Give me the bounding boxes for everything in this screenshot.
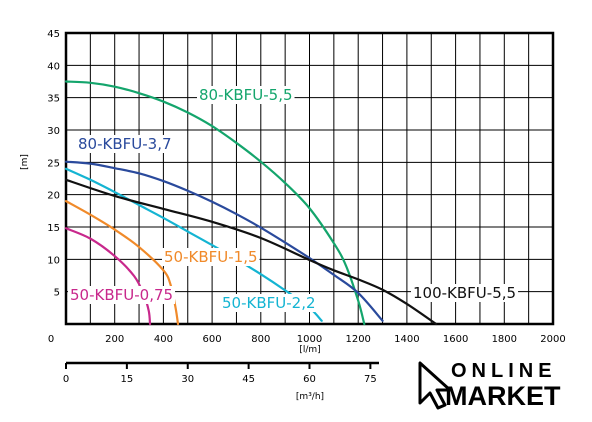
series-label-100-KBFU-5,5: 100-KBFU-5,5 (413, 284, 516, 302)
x-axis-title: [l/m] (299, 345, 320, 355)
series-label-50-KBFU-0,75: 50-KBFU-0,75 (70, 286, 173, 304)
secondary-axis-title: [m³/h] (296, 392, 324, 402)
series-line-50-KBFU-0,75 (64, 227, 152, 326)
series-label-background (68, 286, 176, 304)
y-axis-title: [m] (20, 154, 30, 170)
series-label-background (220, 294, 318, 312)
secondary-tick-label: 75 (364, 374, 377, 385)
y-zero-label: 0 (48, 334, 54, 345)
series-label-50-KBFU-2,2: 50-KBFU-2,2 (222, 294, 316, 312)
axes-layer: 5 10 15 20 25 30 35 40 45 0 200 400 600 800 1000 1200 14… (47, 29, 565, 345)
series-line-100-KBFU-5,5 (64, 178, 438, 326)
curve-labels-layer: 80-KBFU-5,5 80-KBFU-3,7 50-KBFU-2,2 50-KBFU… (68, 86, 519, 312)
x-tick-label: 1200 (345, 334, 370, 345)
y-tick-label: 5 (54, 288, 60, 299)
plot-frame (64, 31, 555, 326)
series-line-50-KBFU-1,5 (64, 200, 180, 326)
x-tick-label: 200 (105, 334, 124, 345)
plot-border (64, 31, 555, 326)
y-tick-label: 45 (47, 29, 60, 40)
secondary-tick-label: 30 (181, 374, 194, 385)
x-tick-label: 400 (154, 334, 173, 345)
series-line-80-KBFU-3,7 (64, 160, 384, 322)
series-label-50-KBFU-1,5: 50-KBFU-1,5 (164, 248, 258, 266)
chart-grid (66, 33, 553, 324)
x-tick-label: 1600 (443, 334, 468, 345)
series-label-background (162, 248, 260, 266)
x-tick-label: 1800 (492, 334, 517, 345)
brand-line-2: MARKET (445, 381, 561, 411)
secondary-tick-label: 15 (121, 374, 134, 385)
series-label-80-KBFU-5,5: 80-KBFU-5,5 (199, 86, 293, 104)
series-line-80-KBFU-5,5 (64, 80, 366, 326)
secondary-tick-label: 45 (242, 374, 255, 385)
series-label-background (76, 135, 174, 153)
x-tick-label: 600 (203, 334, 222, 345)
brand-logo: ONLINE MARKET (418, 360, 561, 411)
secondary-axis: 0 15 30 45 60 75 (63, 361, 379, 385)
y-tick-label: 15 (47, 223, 60, 234)
x-tick-label: 1400 (394, 334, 419, 345)
series-label-background (197, 86, 295, 104)
y-tick-label: 35 (47, 94, 60, 105)
cursor-arrow-icon (418, 361, 452, 410)
series-label-80-KBFU-3,7: 80-KBFU-3,7 (78, 135, 172, 153)
series-line-50-KBFU-2,2 (64, 167, 323, 322)
y-tick-label: 40 (47, 61, 60, 72)
secondary-tick-label: 0 (63, 374, 69, 385)
curves-layer (64, 80, 438, 326)
secondary-tick-label: 60 (303, 374, 316, 385)
y-tick-label: 10 (47, 255, 60, 266)
brand-line-1: ONLINE (451, 360, 557, 382)
series-label-background (411, 284, 519, 302)
x-tick-label: 1000 (297, 334, 322, 345)
x-tick-label: 2000 (540, 334, 565, 345)
y-tick-label: 20 (47, 191, 60, 202)
y-tick-label: 25 (47, 158, 60, 169)
y-tick-label: 30 (47, 126, 60, 137)
x-tick-label: 800 (251, 334, 270, 345)
